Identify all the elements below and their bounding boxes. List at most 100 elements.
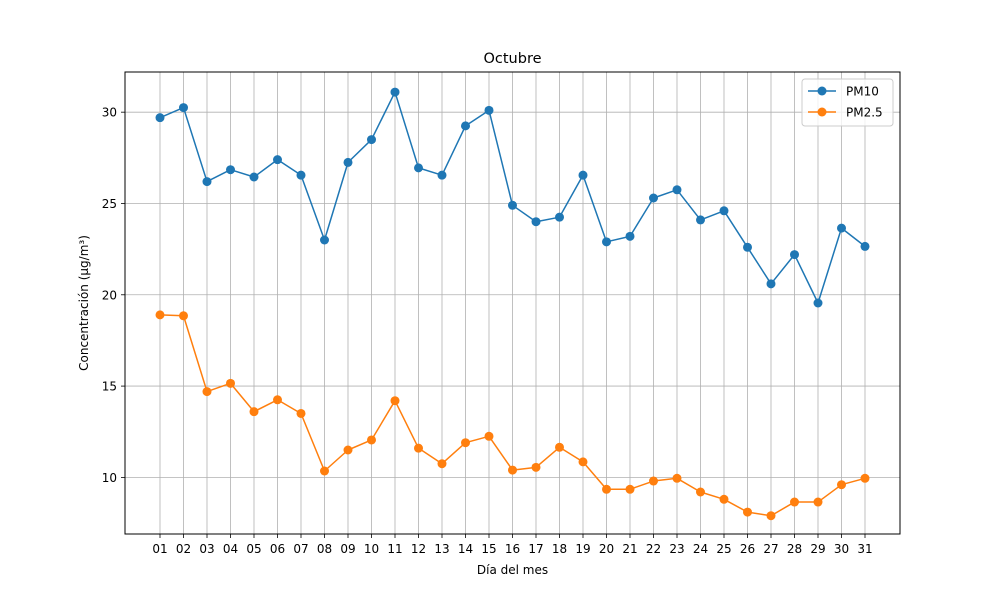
x-tick-label: 06 xyxy=(270,542,285,556)
data-point-pm25 xyxy=(649,476,658,486)
x-tick-label: 09 xyxy=(340,542,355,556)
x-tick-label: 16 xyxy=(505,542,520,556)
legend-label-pm10: PM10 xyxy=(846,85,879,99)
x-tick-label: 07 xyxy=(293,542,308,556)
x-tick-label: 10 xyxy=(364,542,379,556)
legend-marker-pm10 xyxy=(817,86,827,96)
x-tick-label: 11 xyxy=(387,542,402,556)
data-point-pm25 xyxy=(813,497,823,507)
data-point-pm25 xyxy=(860,473,870,483)
x-tick-label: 21 xyxy=(622,542,637,556)
data-point-pm25 xyxy=(531,462,541,472)
data-point-pm25 xyxy=(719,494,729,504)
data-point-pm25 xyxy=(437,459,447,469)
data-point-pm10 xyxy=(179,103,188,113)
data-point-pm25 xyxy=(343,445,353,455)
data-point-pm10 xyxy=(508,200,517,210)
data-point-pm10 xyxy=(578,170,588,180)
data-point-pm25 xyxy=(179,311,188,321)
y-tick-label: 10 xyxy=(102,471,117,485)
data-point-pm10 xyxy=(837,223,846,233)
x-tick-label: 08 xyxy=(317,542,332,556)
series-pm25 xyxy=(155,310,870,521)
y-axis-label: Concentración (µg/m³) xyxy=(77,235,91,371)
data-point-pm25 xyxy=(508,465,517,475)
legend: PM10 PM2.5 xyxy=(801,78,894,127)
y-tick-label: 30 xyxy=(102,106,117,120)
data-point-pm10 xyxy=(390,87,400,97)
x-axis: 01 02 03 04 05 06 07 08 09 10 11 12 13 14 15 16 17 18 19 20… xyxy=(152,534,873,556)
legend-label-pm25: PM2.5 xyxy=(846,106,883,120)
x-tick-label: 15 xyxy=(481,542,496,556)
x-tick-label: 02 xyxy=(176,542,191,556)
data-point-pm10 xyxy=(555,212,564,222)
data-point-pm10 xyxy=(343,157,353,167)
data-point-pm10 xyxy=(226,165,235,175)
x-tick-label: 18 xyxy=(552,542,567,556)
data-point-pm10 xyxy=(202,177,212,187)
grid xyxy=(125,72,900,534)
data-point-pm10 xyxy=(320,235,329,245)
data-point-pm10 xyxy=(766,279,776,289)
data-point-pm10 xyxy=(155,113,165,123)
data-point-pm25 xyxy=(367,435,376,445)
x-tick-label: 05 xyxy=(246,542,261,556)
data-point-pm25 xyxy=(790,497,799,507)
x-tick-label: 28 xyxy=(787,542,802,556)
data-point-pm10 xyxy=(696,215,705,225)
x-tick-label: 25 xyxy=(716,542,731,556)
x-tick-label: 12 xyxy=(411,542,426,556)
data-point-pm25 xyxy=(484,431,494,441)
y-tick-label: 15 xyxy=(102,380,117,394)
x-tick-label: 26 xyxy=(740,542,755,556)
x-tick-label: 04 xyxy=(223,542,238,556)
series-layer xyxy=(155,87,870,521)
data-point-pm25 xyxy=(672,473,682,483)
data-point-pm25 xyxy=(202,387,212,397)
data-point-pm25 xyxy=(155,310,165,320)
data-point-pm10 xyxy=(719,206,729,216)
data-point-pm10 xyxy=(743,242,752,252)
data-point-pm10 xyxy=(602,237,611,247)
data-point-pm10 xyxy=(813,298,823,308)
data-point-pm25 xyxy=(296,408,306,418)
data-point-pm25 xyxy=(766,511,776,521)
x-tick-label: 24 xyxy=(693,542,708,556)
x-tick-label: 20 xyxy=(599,542,614,556)
y-axis: 10 15 20 25 30 xyxy=(102,106,125,485)
x-tick-label: 29 xyxy=(810,542,825,556)
x-tick-label: 30 xyxy=(834,542,849,556)
x-tick-label: 27 xyxy=(763,542,778,556)
x-axis-label: Día del mes xyxy=(477,563,548,577)
data-point-pm10 xyxy=(649,193,658,203)
y-tick-label: 25 xyxy=(102,197,117,211)
data-point-pm25 xyxy=(320,466,329,476)
x-tick-label: 14 xyxy=(458,542,473,556)
x-tick-label: 22 xyxy=(646,542,661,556)
data-point-pm25 xyxy=(696,487,705,497)
y-tick-label: 20 xyxy=(102,288,117,302)
x-tick-label: 31 xyxy=(857,542,872,556)
data-point-pm25 xyxy=(837,480,846,490)
data-point-pm10 xyxy=(790,250,799,260)
x-tick-label: 01 xyxy=(152,542,167,556)
data-point-pm25 xyxy=(602,484,611,494)
data-point-pm25 xyxy=(555,442,564,452)
data-point-pm25 xyxy=(226,378,235,388)
data-point-pm25 xyxy=(273,395,282,405)
data-point-pm10 xyxy=(672,185,682,195)
x-tick-label: 03 xyxy=(199,542,214,556)
data-point-pm10 xyxy=(484,105,494,115)
legend-marker-pm25 xyxy=(817,107,827,117)
data-point-pm25 xyxy=(461,438,470,448)
x-tick-label: 13 xyxy=(434,542,449,556)
data-point-pm10 xyxy=(531,217,541,227)
data-point-pm10 xyxy=(296,170,306,180)
series-pm10 xyxy=(155,87,870,308)
data-point-pm25 xyxy=(414,443,423,453)
data-point-pm10 xyxy=(273,155,282,165)
chart-title: Octubre xyxy=(483,51,541,67)
data-point-pm10 xyxy=(367,135,376,145)
data-point-pm10 xyxy=(860,241,870,251)
